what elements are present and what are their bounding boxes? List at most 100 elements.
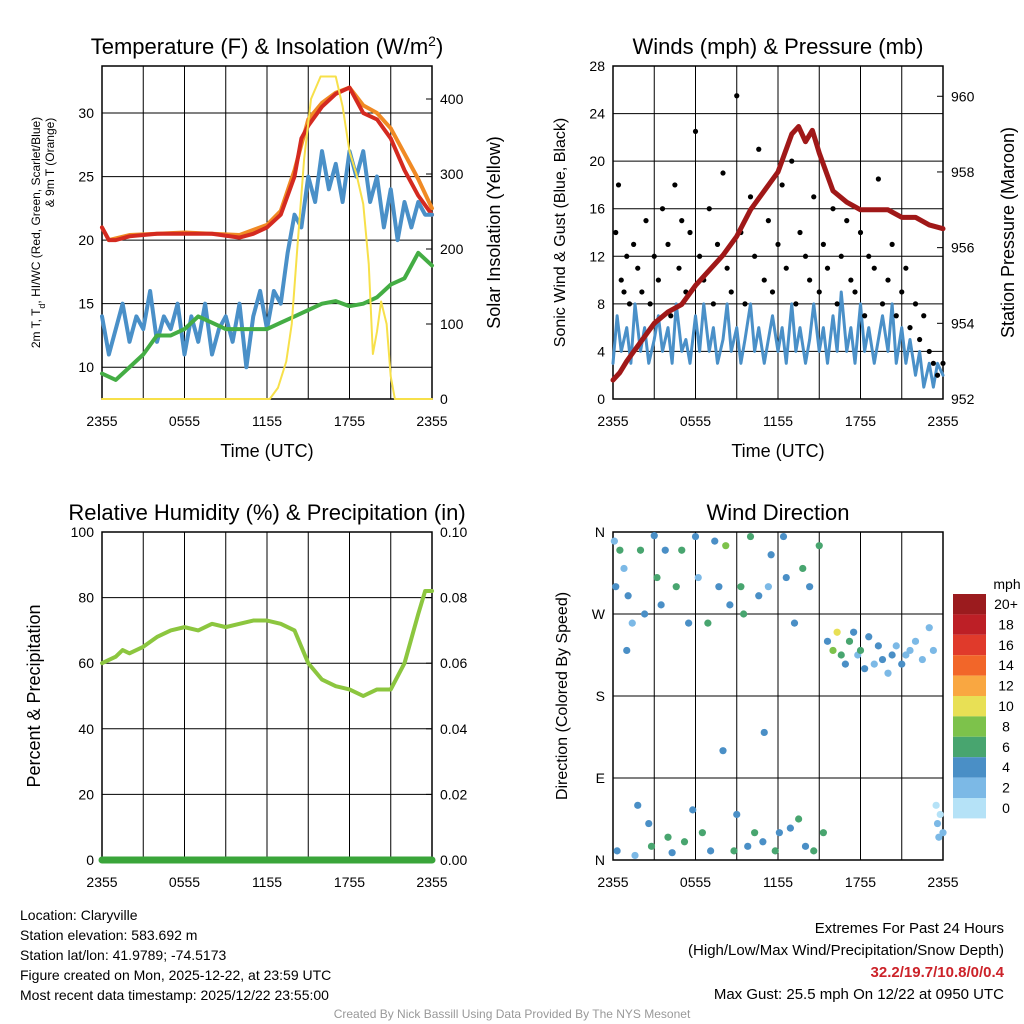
gust-point bbox=[761, 277, 767, 283]
direction-point bbox=[884, 669, 892, 677]
direction-point bbox=[933, 819, 942, 828]
gust-point bbox=[775, 241, 781, 247]
direction-point bbox=[786, 824, 794, 832]
title-superscript: 2 bbox=[428, 33, 436, 49]
y-axis-label: Direction (Colored By Speed) bbox=[554, 592, 571, 800]
direction-point bbox=[610, 537, 618, 545]
direction-point bbox=[751, 829, 759, 837]
x-tick-label: 2355 bbox=[86, 413, 117, 429]
x-tick-label: 1755 bbox=[334, 413, 365, 429]
direction-point bbox=[707, 847, 715, 855]
y2-tick-label: 956 bbox=[951, 240, 975, 256]
gust-point bbox=[714, 241, 721, 247]
gust-point bbox=[752, 253, 758, 259]
direction-point bbox=[616, 546, 624, 554]
direction-point bbox=[767, 551, 775, 559]
gust-point bbox=[624, 253, 630, 259]
gust-point bbox=[659, 206, 666, 212]
gust-point bbox=[647, 301, 653, 307]
gust-point bbox=[848, 277, 854, 283]
direction-point bbox=[737, 583, 745, 591]
created-text: Figure created on Mon, 2025-12-22, at 23… bbox=[20, 967, 332, 983]
y-tick-label: 16 bbox=[589, 201, 605, 217]
y2-tick-label: 0 bbox=[440, 391, 448, 407]
direction-point bbox=[810, 847, 818, 855]
y2-tick-label: 400 bbox=[440, 91, 464, 107]
y-tick-label: N bbox=[595, 852, 605, 868]
direction-point bbox=[755, 592, 763, 600]
direction-point bbox=[902, 651, 910, 659]
direction-point bbox=[628, 619, 636, 627]
gust-point bbox=[893, 313, 899, 319]
gust-point bbox=[724, 265, 730, 271]
y2-tick-label: 958 bbox=[951, 164, 975, 180]
direction-point bbox=[939, 829, 947, 837]
x-tick-label: 1755 bbox=[845, 874, 876, 890]
legend-label: 2 bbox=[1002, 780, 1010, 796]
direction-point bbox=[906, 646, 914, 655]
y-tick-label: 20 bbox=[78, 232, 94, 248]
direction-point bbox=[878, 655, 887, 664]
direction-point bbox=[647, 842, 656, 850]
direction-point bbox=[613, 847, 621, 855]
legend-swatch bbox=[953, 716, 986, 737]
direction-point bbox=[771, 847, 779, 855]
gust-point bbox=[816, 289, 822, 295]
gust-point bbox=[903, 265, 909, 271]
y2-tick-label: 0.08 bbox=[440, 590, 467, 606]
y2-tick-label: 0.00 bbox=[440, 852, 467, 868]
gust-point bbox=[783, 265, 789, 271]
direction-point bbox=[936, 810, 944, 819]
legend-label: 14 bbox=[998, 657, 1014, 673]
direction-point bbox=[623, 646, 631, 655]
y2-tick-label: 100 bbox=[440, 316, 464, 332]
extremes-title: Extremes For Past 24 Hours bbox=[814, 920, 1004, 937]
y-tick-label: E bbox=[596, 770, 605, 786]
gust-point bbox=[830, 206, 836, 212]
direction-point bbox=[733, 810, 741, 819]
y2-axis-label: Solar Insolation (Yellow) bbox=[484, 136, 504, 328]
gust-point bbox=[844, 218, 850, 224]
direction-point bbox=[636, 546, 645, 554]
gust-point bbox=[793, 301, 799, 307]
gust-point bbox=[838, 253, 844, 259]
gust-point bbox=[921, 313, 927, 319]
gust-point bbox=[899, 289, 905, 295]
gust-point bbox=[862, 313, 868, 319]
direction-point bbox=[801, 842, 810, 850]
gust-point bbox=[676, 265, 682, 271]
gust-point bbox=[734, 93, 740, 99]
direction-point bbox=[861, 665, 869, 673]
gust-point bbox=[665, 241, 671, 247]
gust-point bbox=[643, 218, 649, 224]
gust-point bbox=[871, 265, 877, 271]
direction-point bbox=[911, 637, 920, 645]
gust-point bbox=[655, 277, 661, 283]
direction-point bbox=[624, 592, 632, 600]
direction-point bbox=[661, 546, 669, 554]
gust-point bbox=[742, 301, 748, 307]
direction-point bbox=[726, 601, 734, 609]
y2-tick-label: 200 bbox=[440, 241, 464, 257]
gust-point bbox=[728, 289, 734, 295]
gust-point bbox=[756, 146, 762, 152]
y-label-part: 2m T, T bbox=[29, 308, 43, 348]
chart-title: Temperature (F) & Insolation (W/m2) bbox=[91, 33, 444, 59]
gust-point bbox=[747, 194, 754, 200]
direction-point bbox=[779, 532, 788, 541]
series-relative-humidity bbox=[100, 589, 434, 698]
y-tick-label: 30 bbox=[78, 105, 94, 121]
credit-text: Created By Nick Bassill Using Data Provi… bbox=[333, 1007, 691, 1021]
y-tick-label: S bbox=[596, 688, 605, 704]
gust-point bbox=[626, 301, 633, 307]
direction-point bbox=[657, 601, 665, 609]
chart-title: Wind Direction bbox=[706, 500, 849, 525]
y-tick-label: 80 bbox=[78, 590, 94, 606]
y-label-sub: d bbox=[37, 304, 47, 309]
y2-tick-label: 0.06 bbox=[440, 655, 467, 671]
direction-point bbox=[888, 651, 896, 659]
legend-title: mph bbox=[993, 576, 1020, 592]
y2-tick-label: 954 bbox=[951, 315, 975, 331]
direction-point bbox=[653, 573, 661, 582]
legend-label: 20+ bbox=[994, 596, 1018, 612]
